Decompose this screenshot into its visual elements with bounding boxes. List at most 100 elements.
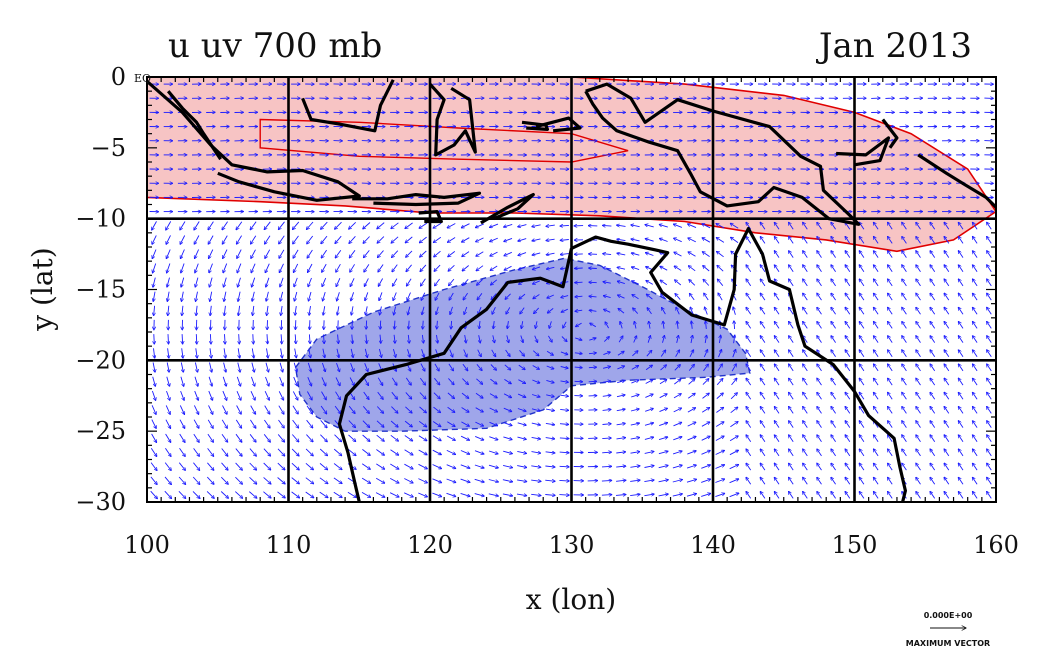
wind-vector (280, 277, 284, 287)
wind-vector (546, 239, 555, 240)
wind-vector (561, 336, 567, 342)
wind-vector (293, 362, 297, 372)
wind-vector (253, 305, 254, 316)
wind-vector (364, 264, 370, 272)
wind-vector (154, 305, 155, 316)
wind-vector (279, 362, 283, 372)
wind-vector (902, 279, 907, 287)
wind-vector (422, 306, 425, 315)
wind-vector (617, 380, 625, 384)
wind-vector (916, 350, 921, 358)
wind-vector (958, 265, 964, 273)
wind-vector (689, 350, 694, 358)
wind-vector (645, 225, 654, 228)
wind-vector (323, 306, 325, 315)
wind-vector (873, 307, 879, 315)
wind-vector (476, 265, 484, 271)
wind-vector (448, 378, 454, 384)
wind-vector (194, 362, 197, 373)
x-tick-label: 100 (124, 531, 170, 559)
wind-vector (633, 308, 639, 314)
wind-vector (421, 349, 425, 357)
wind-vector (532, 252, 541, 255)
wind-vector (505, 349, 511, 357)
wind-vector (563, 321, 567, 328)
wind-vector (434, 264, 441, 271)
wind-vector (281, 305, 282, 316)
wind-vector (490, 265, 498, 271)
wind-vector (845, 251, 851, 258)
wind-vector (209, 362, 212, 373)
wind-vector (309, 348, 311, 358)
wind-vector (548, 335, 552, 342)
wind-vector (196, 305, 197, 316)
wind-vector (958, 378, 964, 386)
wind-vector (888, 336, 893, 343)
wind-vector (461, 237, 470, 243)
wind-vector (760, 279, 766, 287)
wind-vector (309, 334, 310, 343)
wind-vector (734, 335, 735, 344)
wind-vector (603, 296, 611, 298)
wind-vector (831, 350, 836, 358)
wind-vector (631, 366, 639, 370)
wind-vector (774, 350, 780, 358)
wind-vector (560, 381, 569, 382)
wind-vector (532, 350, 539, 356)
wind-vector (278, 221, 285, 230)
wind-vector (236, 391, 241, 400)
wind-vector (475, 392, 483, 398)
wind-vector (930, 336, 936, 343)
wind-vector (831, 279, 836, 287)
wind-vector (491, 293, 497, 300)
wind-vector (902, 350, 907, 358)
wind-vector (293, 249, 299, 258)
wind-vector (888, 364, 893, 372)
wind-vector (774, 336, 780, 343)
wind-vector (659, 394, 668, 399)
wind-vector (944, 378, 950, 386)
wind-vector (987, 265, 992, 273)
wind-vector (789, 251, 794, 258)
wind-vector (746, 392, 752, 400)
wind-vector (688, 266, 696, 272)
wind-vector (972, 293, 978, 301)
wind-vector (617, 267, 626, 269)
wind-vector (351, 348, 353, 358)
wind-vector (873, 236, 879, 244)
wind-vector (803, 293, 808, 301)
wind-vector (803, 307, 808, 315)
wind-vector (180, 390, 185, 400)
wind-vector (561, 308, 568, 312)
y-tick-label: 0 (111, 63, 126, 91)
wind-vector (208, 390, 213, 400)
wind-vector (958, 307, 964, 315)
wind-vector (575, 282, 583, 283)
wind-vector (223, 277, 227, 288)
wind-vector (364, 278, 369, 286)
wind-vector (817, 378, 822, 386)
wind-vector (944, 279, 950, 287)
wind-vector (251, 235, 257, 244)
wind-vector (873, 378, 879, 386)
wind-vector (649, 321, 650, 329)
wind-vector (859, 378, 865, 386)
wind-vector (560, 225, 569, 226)
wind-vector (803, 350, 808, 358)
wind-vector (448, 264, 455, 271)
wind-vector (293, 376, 298, 386)
wind-vector (930, 378, 936, 386)
wind-vector (734, 321, 735, 330)
wind-vector (702, 224, 711, 229)
wind-vector (618, 336, 623, 343)
wind-vector (419, 377, 425, 385)
wind-vector (532, 266, 541, 270)
wind-vector (378, 348, 381, 358)
wind-vector (873, 222, 879, 230)
wind-vector (944, 251, 950, 258)
wind-vector (365, 306, 367, 315)
wind-vector (180, 221, 186, 231)
wind-vector (702, 252, 710, 257)
wind-vector (546, 225, 555, 226)
wind-vector (831, 293, 836, 301)
